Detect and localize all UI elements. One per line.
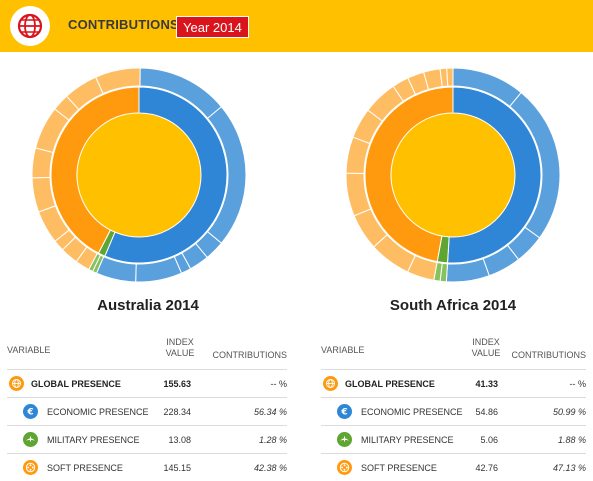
table-header: VARIABLE INDEX VALUE CONTRIBUTIONS <box>321 333 586 369</box>
table-row[interactable]: SOFT PRESENCE 42.76 47.13 % <box>321 453 586 481</box>
row-index: 155.63 <box>163 379 191 389</box>
table-row[interactable]: SOFT PRESENCE 145.15 42.38 % <box>7 453 287 481</box>
row-contribution: 1.88 % <box>557 435 586 445</box>
chart-title-south-africa: South Africa 2014 <box>389 297 517 314</box>
header-bar: CONTRIBUTIONS Year 2014 <box>0 0 593 52</box>
row-name: SOFT PRESENCE <box>47 463 123 473</box>
table-row[interactable]: MILITARY PRESENCE 5.06 1.88 % <box>321 425 586 453</box>
row-index: 13.08 <box>168 435 191 445</box>
row-name: SOFT PRESENCE <box>361 463 437 473</box>
col-index-value: INDEX VALUE <box>165 337 195 359</box>
col-index-line1: INDEX <box>472 337 500 347</box>
row-contribution: -- % <box>270 379 288 389</box>
row-name: ECONOMIC PRESENCE <box>361 407 463 417</box>
table-header: VARIABLE INDEX VALUE CONTRIBUTIONS <box>7 333 287 369</box>
contributions-table-south-africa: VARIABLE INDEX VALUE CONTRIBUTIONS GLOBA… <box>321 333 586 481</box>
table-row[interactable]: GLOBAL PRESENCE 41.33 -- % <box>321 369 586 397</box>
row-name: MILITARY PRESENCE <box>47 435 140 445</box>
row-index: 228.34 <box>163 407 191 417</box>
row-index: 54.86 <box>475 407 498 417</box>
chart-title-australia: Australia 2014 <box>97 297 199 314</box>
row-index: 5.06 <box>480 435 498 445</box>
sunburst-charts <box>31 67 561 283</box>
contributions-table-australia: VARIABLE INDEX VALUE CONTRIBUTIONS GLOBA… <box>7 333 287 481</box>
table-row[interactable]: MILITARY PRESENCE 13.08 1.28 % <box>7 425 287 453</box>
film-reel-icon <box>23 460 38 475</box>
col-contributions: CONTRIBUTIONS <box>511 350 586 360</box>
svg-text:€: € <box>340 408 347 418</box>
row-contribution: 42.38 % <box>253 463 287 473</box>
inner-slice-economic[interactable] <box>104 86 228 264</box>
inner-slice-soft[interactable] <box>50 86 140 254</box>
outer-slice-soft[interactable] <box>446 67 454 87</box>
row-contribution: 56.34 % <box>253 407 287 417</box>
outer-slice-soft[interactable] <box>95 67 141 95</box>
inner-slice-economic[interactable] <box>446 86 542 264</box>
euro-icon: € <box>23 404 38 419</box>
row-name: ECONOMIC PRESENCE <box>47 407 149 417</box>
military-icon <box>23 432 38 447</box>
table-row[interactable]: € ECONOMIC PRESENCE 228.34 56.34 % <box>7 397 287 425</box>
row-name: GLOBAL PRESENCE <box>345 379 435 389</box>
row-contribution: -- % <box>569 379 587 389</box>
year-badge[interactable]: Year 2014 <box>176 16 249 38</box>
row-contribution: 47.13 % <box>552 463 586 473</box>
col-index-line2: VALUE <box>165 348 195 358</box>
row-name: MILITARY PRESENCE <box>361 435 454 445</box>
col-index-line2: VALUE <box>471 348 501 358</box>
film-reel-icon <box>337 460 352 475</box>
row-contribution: 1.28 % <box>258 435 287 445</box>
row-index: 41.33 <box>475 379 498 389</box>
col-contributions: CONTRIBUTIONS <box>212 350 287 360</box>
row-index: 42.76 <box>475 463 498 473</box>
svg-text:€: € <box>26 408 33 418</box>
table-row[interactable]: € ECONOMIC PRESENCE 54.86 50.99 % <box>321 397 586 425</box>
col-variable: VARIABLE <box>321 345 365 355</box>
globe-icon <box>323 376 338 391</box>
col-index-value: INDEX VALUE <box>471 337 501 359</box>
military-icon <box>337 432 352 447</box>
globe-icon <box>10 6 50 46</box>
row-index: 145.15 <box>163 463 191 473</box>
page-title: CONTRIBUTIONS <box>68 17 179 32</box>
global-presence-center[interactable] <box>391 113 515 237</box>
global-presence-center[interactable] <box>77 113 201 237</box>
row-contribution: 50.99 % <box>552 407 586 417</box>
globe-icon <box>9 376 24 391</box>
col-variable: VARIABLE <box>7 345 51 355</box>
row-name: GLOBAL PRESENCE <box>31 379 121 389</box>
outer-slice-soft[interactable] <box>31 147 54 179</box>
inner-slice-soft[interactable] <box>364 86 454 263</box>
table-row[interactable]: GLOBAL PRESENCE 155.63 -- % <box>7 369 287 397</box>
euro-icon: € <box>337 404 352 419</box>
col-index-line1: INDEX <box>166 337 194 347</box>
